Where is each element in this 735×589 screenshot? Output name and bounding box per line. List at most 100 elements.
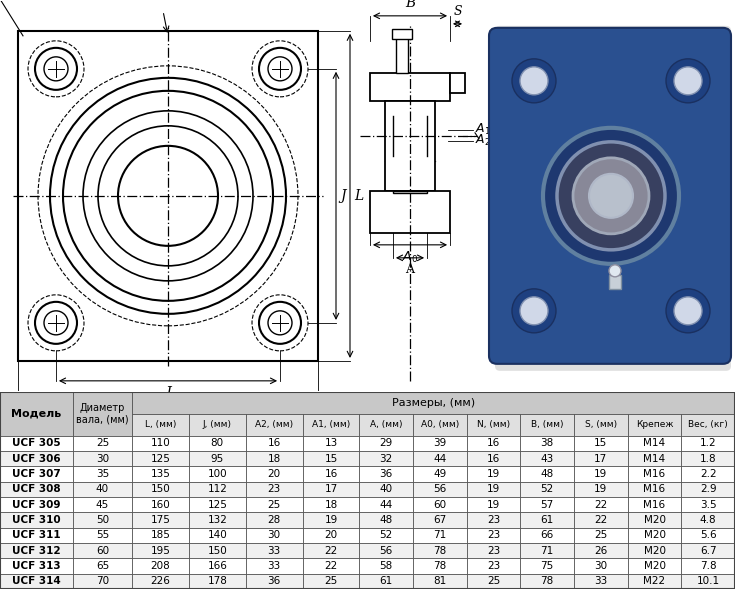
Text: 18: 18 (268, 454, 281, 464)
Bar (73, 512, 132, 528)
Text: A2, (мм): A2, (мм) (255, 420, 293, 429)
Bar (628, 482, 681, 497)
Bar (359, 466, 413, 482)
FancyBboxPatch shape (495, 26, 731, 371)
Bar (73, 543, 132, 558)
Text: J, (мм): J, (мм) (203, 420, 232, 429)
Text: 18: 18 (324, 499, 337, 509)
Bar (0, 528, 73, 543)
Text: 17: 17 (595, 454, 608, 464)
Circle shape (35, 302, 77, 344)
Bar (359, 413, 413, 436)
Bar (245, 512, 303, 528)
Text: 19: 19 (595, 484, 608, 494)
Text: UCF 311: UCF 311 (12, 530, 61, 540)
Text: A, (мм): A, (мм) (370, 420, 403, 429)
Text: M22: M22 (643, 577, 666, 586)
Bar (303, 558, 359, 574)
Text: 150: 150 (207, 545, 227, 555)
Text: 17: 17 (324, 484, 337, 494)
Bar (628, 413, 681, 436)
Bar (574, 466, 628, 482)
Bar (574, 574, 628, 589)
Bar (132, 512, 189, 528)
Text: UCF 309: UCF 309 (12, 499, 61, 509)
Bar (245, 413, 303, 436)
Bar (132, 451, 189, 466)
Text: 50: 50 (96, 515, 109, 525)
Text: Модель: Модель (11, 409, 62, 419)
Text: 61: 61 (380, 577, 393, 586)
Text: 45: 45 (96, 499, 109, 509)
Text: 112: 112 (207, 484, 227, 494)
Circle shape (63, 91, 273, 301)
Text: 43: 43 (541, 454, 554, 464)
Text: 29: 29 (380, 438, 393, 448)
Text: 52: 52 (541, 484, 554, 494)
Bar (681, 436, 735, 451)
Text: M20: M20 (644, 515, 665, 525)
Text: 2.2: 2.2 (700, 469, 717, 479)
Bar (628, 466, 681, 482)
Text: 132: 132 (207, 515, 227, 525)
Text: 30: 30 (96, 454, 109, 464)
Bar (520, 451, 574, 466)
Text: A: A (406, 263, 415, 276)
Circle shape (252, 295, 308, 351)
Text: 19: 19 (487, 484, 501, 494)
Text: S, (мм): S, (мм) (585, 420, 617, 429)
Text: 71: 71 (434, 530, 447, 540)
Bar (73, 436, 132, 451)
Bar (303, 466, 359, 482)
Bar (413, 528, 467, 543)
Bar (359, 436, 413, 451)
Bar (0, 512, 73, 528)
Bar (574, 482, 628, 497)
Circle shape (44, 57, 68, 81)
Text: 23: 23 (268, 484, 281, 494)
Bar (189, 413, 245, 436)
Text: UCF 307: UCF 307 (12, 469, 61, 479)
Text: 56: 56 (434, 484, 447, 494)
Text: 125: 125 (207, 499, 227, 509)
Circle shape (557, 142, 665, 250)
Bar (370, 191, 450, 233)
Text: 26: 26 (595, 545, 608, 555)
Text: Размеры, (мм): Размеры, (мм) (392, 398, 475, 408)
Text: 20: 20 (324, 530, 337, 540)
Text: UCF 312: UCF 312 (12, 545, 61, 555)
Bar (132, 497, 189, 512)
Text: 60: 60 (96, 545, 109, 555)
Bar (520, 528, 574, 543)
Bar (189, 574, 245, 589)
Text: UCF 308: UCF 308 (12, 484, 61, 494)
Text: 22: 22 (595, 515, 608, 525)
Bar (681, 482, 735, 497)
Bar (520, 436, 574, 451)
Text: 178: 178 (207, 577, 227, 586)
Text: 75: 75 (541, 561, 554, 571)
Bar (520, 482, 574, 497)
Bar (413, 482, 467, 497)
Text: 25: 25 (487, 577, 501, 586)
Bar (413, 413, 467, 436)
Bar (303, 512, 359, 528)
Text: 36: 36 (268, 577, 281, 586)
Text: M16: M16 (643, 499, 666, 509)
Bar (413, 543, 467, 558)
Text: 15: 15 (595, 438, 608, 448)
Text: 33: 33 (268, 545, 281, 555)
Bar (73, 392, 132, 436)
Text: 15: 15 (324, 454, 337, 464)
Bar (681, 512, 735, 528)
Bar (467, 436, 520, 451)
Text: 7.8: 7.8 (700, 561, 717, 571)
Bar (393, 191, 427, 193)
Text: 28: 28 (268, 515, 281, 525)
Bar (303, 436, 359, 451)
Bar (359, 574, 413, 589)
Text: 16: 16 (487, 454, 501, 464)
Bar (132, 574, 189, 589)
Bar (574, 528, 628, 543)
Circle shape (98, 126, 238, 266)
